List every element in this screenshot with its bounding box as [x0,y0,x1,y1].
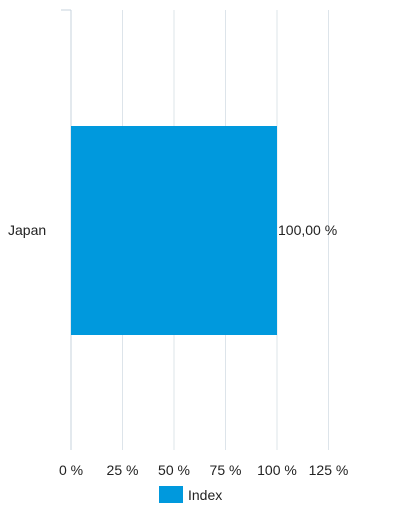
category-label: Japan [8,222,46,238]
x-tick-label: 0 % [59,462,83,478]
x-tick-label: 50 % [158,462,190,478]
x-tick-label: 25 % [107,462,139,478]
labels: 0 % 25 % 50 % 75 % 100 % 125 % Japan 100,00 % [8,222,348,478]
legend: Index [159,486,222,503]
bars [71,126,277,335]
x-tick-label: 100 % [257,462,297,478]
legend-label: Index [188,486,223,503]
x-tick-label: 75 % [210,462,242,478]
x-tick-label: 125 % [309,462,349,478]
data-label: 100,00 % [278,222,337,238]
bar [71,126,277,335]
legend-swatch [159,486,183,503]
